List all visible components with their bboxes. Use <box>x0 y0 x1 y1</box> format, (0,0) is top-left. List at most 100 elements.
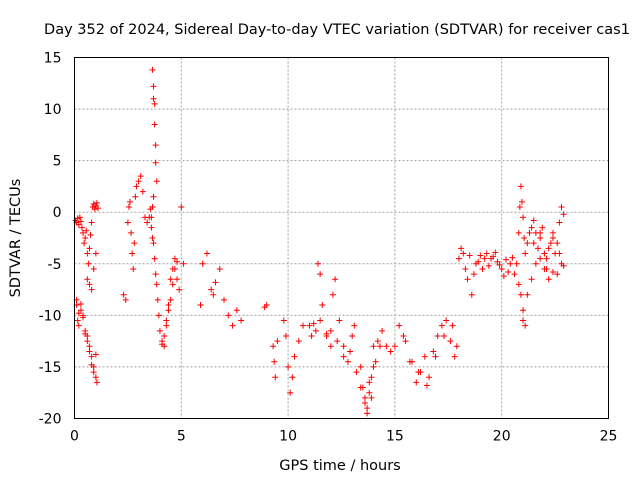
data-point <box>216 265 223 272</box>
data-point <box>391 343 398 350</box>
data-point <box>306 322 313 329</box>
data-point <box>176 286 183 293</box>
data-point <box>137 173 144 180</box>
data-point <box>82 330 89 337</box>
data-point <box>315 260 322 267</box>
data-point <box>366 379 373 386</box>
data-point <box>287 389 294 396</box>
data-point <box>466 252 473 259</box>
data-point <box>520 317 527 324</box>
data-point <box>153 281 160 288</box>
data-point <box>549 235 556 241</box>
data-point <box>84 250 91 257</box>
data-point <box>434 332 441 339</box>
data-point <box>515 229 522 236</box>
data-point <box>197 302 204 309</box>
data-point <box>74 317 81 324</box>
data-point <box>327 327 334 334</box>
data-point <box>329 291 336 298</box>
data-point <box>86 245 93 252</box>
data-point <box>225 312 232 319</box>
data-point <box>94 205 101 212</box>
data-point <box>274 338 281 345</box>
data-point <box>124 219 131 226</box>
data-point <box>387 348 394 355</box>
data-point <box>149 204 156 211</box>
data-point <box>541 250 548 257</box>
data-point <box>509 254 516 261</box>
data-point <box>92 374 99 381</box>
y-tick-labels: 15 10 5 0 -5 -10 -15 -20 <box>39 51 62 428</box>
data-point <box>75 310 82 317</box>
data-point <box>151 255 158 262</box>
data-point <box>87 231 94 238</box>
data-point <box>530 240 537 247</box>
data-point <box>152 142 159 149</box>
data-point <box>203 250 210 257</box>
data-point <box>477 252 484 259</box>
data-point <box>317 271 324 278</box>
data-point <box>547 240 554 247</box>
data-point <box>453 343 460 350</box>
data-point <box>515 281 522 288</box>
data-point <box>528 224 535 231</box>
data-point <box>153 178 160 185</box>
data-point <box>517 183 524 190</box>
data-point <box>460 250 467 257</box>
data-point <box>165 302 172 309</box>
data-point <box>516 204 523 211</box>
data-point <box>178 204 185 211</box>
data-point <box>152 159 159 166</box>
data-point <box>334 338 341 345</box>
data-point <box>174 276 181 283</box>
data-point <box>537 255 544 262</box>
data-point <box>462 265 469 272</box>
data-point <box>122 296 129 303</box>
data-point <box>539 224 546 231</box>
data-point <box>152 271 159 278</box>
data-point <box>125 204 132 211</box>
data-point <box>505 269 512 276</box>
y-tick-label: -20 <box>39 412 62 428</box>
data-point <box>93 199 100 206</box>
data-point <box>364 405 371 412</box>
data-point <box>524 240 531 247</box>
data-point <box>80 229 87 236</box>
data-point <box>537 229 544 236</box>
data-point <box>468 291 475 298</box>
data-point <box>513 260 520 267</box>
data-point <box>498 265 505 272</box>
data-point <box>443 317 450 324</box>
data-point <box>75 221 82 228</box>
x-tick-labels: 0 5 10 15 20 25 <box>70 429 617 445</box>
data-point <box>494 258 501 265</box>
data-point <box>129 250 136 257</box>
data-point <box>229 322 236 329</box>
data-point <box>85 260 92 267</box>
data-point <box>150 240 157 247</box>
data-point <box>90 369 97 376</box>
data-point <box>560 211 567 218</box>
data-point <box>270 343 277 350</box>
data-point <box>154 296 161 303</box>
data-point <box>76 214 83 221</box>
data-point <box>470 271 477 278</box>
data-point <box>327 343 334 350</box>
x-axis-label: GPS time / hours <box>279 458 400 474</box>
data-point <box>522 322 529 329</box>
data-point <box>150 95 157 102</box>
data-point <box>368 394 375 401</box>
y-tick-label: 10 <box>44 102 62 118</box>
data-point <box>88 353 95 360</box>
data-point <box>130 265 137 272</box>
data-point <box>340 353 347 360</box>
data-point <box>169 281 176 288</box>
data-point <box>421 353 428 360</box>
data-point <box>340 343 347 350</box>
chart-title: Day 352 of 2024, Sidereal Day-to-day VTE… <box>44 22 630 38</box>
x-tick-label: 0 <box>70 429 79 445</box>
data-points <box>72 66 567 417</box>
data-point <box>280 317 287 324</box>
data-point <box>537 235 544 241</box>
data-point <box>323 330 330 337</box>
